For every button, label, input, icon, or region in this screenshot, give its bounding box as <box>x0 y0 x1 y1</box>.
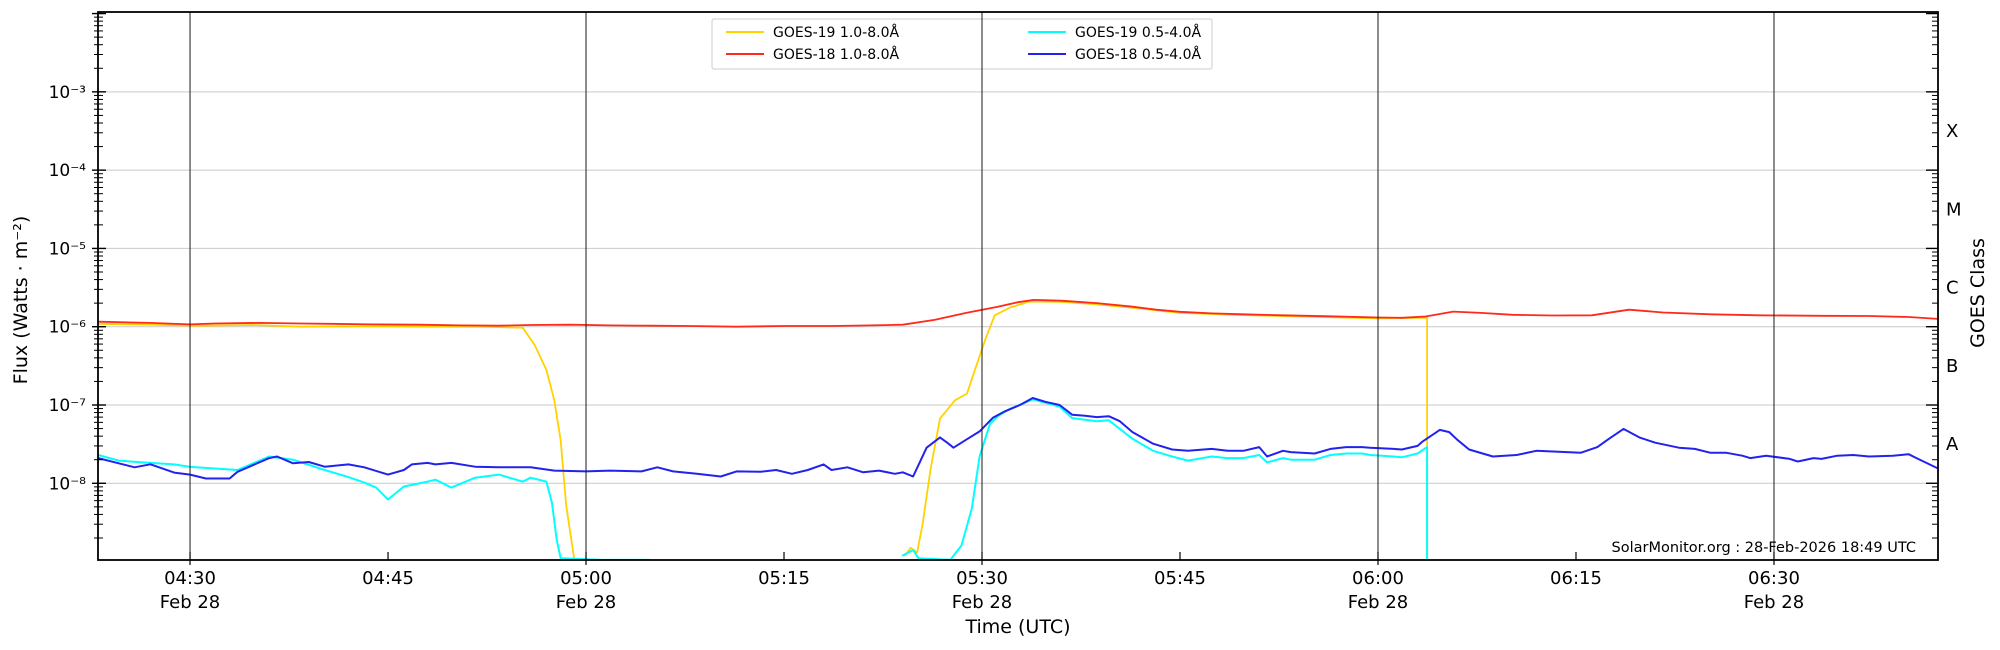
series-layer <box>98 298 1938 560</box>
series-line-goes-19-1-0-8-0- <box>904 300 1428 560</box>
series-line-goes-19-1-0-8-0- <box>98 322 575 560</box>
x-tick-date-label: Feb 28 <box>952 592 1013 613</box>
x-tick-date-label: Feb 28 <box>1744 592 1805 613</box>
right-axis-title: GOES Class <box>1967 238 1989 348</box>
day-boundary-lines-layer <box>189 12 1775 560</box>
legend-label: GOES-19 1.0-8.0Å <box>773 24 899 41</box>
tick-labels-layer: 10⁻³ 10⁻⁴ 10⁻⁵ 10⁻⁶ 10⁻⁷ 10⁻⁸ X M C B A 04:30 Feb 28… <box>49 83 1962 613</box>
series-line-goes-18-1-0-8-0- <box>98 298 1938 328</box>
x-tick-date-label: Feb 28 <box>556 592 617 613</box>
gridlines-layer <box>98 91 1938 484</box>
x-tick-date-label: Feb 28 <box>1348 592 1409 613</box>
legend-box <box>711 18 1213 70</box>
goes-class-label: C <box>1946 278 1959 299</box>
y-tick-label: 10⁻⁵ <box>49 239 86 259</box>
axes-layer <box>92 11 1939 565</box>
x-tick-label: 05:30 <box>956 568 1008 589</box>
series-line-goes-19-0-5-4-0- <box>98 454 651 560</box>
x-tick-label: 05:15 <box>758 568 810 589</box>
x-tick-label: 05:00 <box>560 568 612 589</box>
goes-class-label: B <box>1946 356 1958 377</box>
x-tick-label: 06:30 <box>1748 568 1800 589</box>
x-tick-label: 04:30 <box>164 568 216 589</box>
goes-class-label: A <box>1946 434 1959 455</box>
y-axis-title: Flux (Watts · m⁻²) <box>10 216 32 385</box>
plot-frame <box>97 11 1939 561</box>
watermark: SolarMonitor.org : 28-Feb-2026 18:49 UTC <box>1612 540 1916 556</box>
legend-label: GOES-18 0.5-4.0Å <box>1075 46 1201 63</box>
y-tick-label: 10⁻³ <box>49 83 86 103</box>
x-tick-label: 04:45 <box>362 568 414 589</box>
y-tick-label: 10⁻⁷ <box>49 396 87 416</box>
legend: GOES-19 1.0-8.0Å GOES-18 1.0-8.0Å GOES-19 … <box>711 18 1213 70</box>
y-tick-label: 10⁻⁴ <box>49 161 87 181</box>
x-tick-label: 06:15 <box>1550 568 1602 589</box>
x-tick-label: 05:45 <box>1154 568 1206 589</box>
goes-class-label: M <box>1946 199 1962 220</box>
y-tick-label: 10⁻⁶ <box>49 318 87 338</box>
x-axis-title: Time (UTC) <box>964 616 1070 638</box>
legend-label: GOES-18 1.0-8.0Å <box>773 46 899 63</box>
y-tick-label: 10⁻⁸ <box>49 474 87 494</box>
legend-label: GOES-19 0.5-4.0Å <box>1075 24 1201 41</box>
x-tick-date-label: Feb 28 <box>160 592 221 613</box>
series-line-goes-19-0-5-4-0- <box>901 398 1429 560</box>
goes-class-label: X <box>1946 121 1958 142</box>
x-tick-label: 06:00 <box>1352 568 1404 589</box>
series-line-goes-18-0-5-4-0- <box>98 397 1938 480</box>
